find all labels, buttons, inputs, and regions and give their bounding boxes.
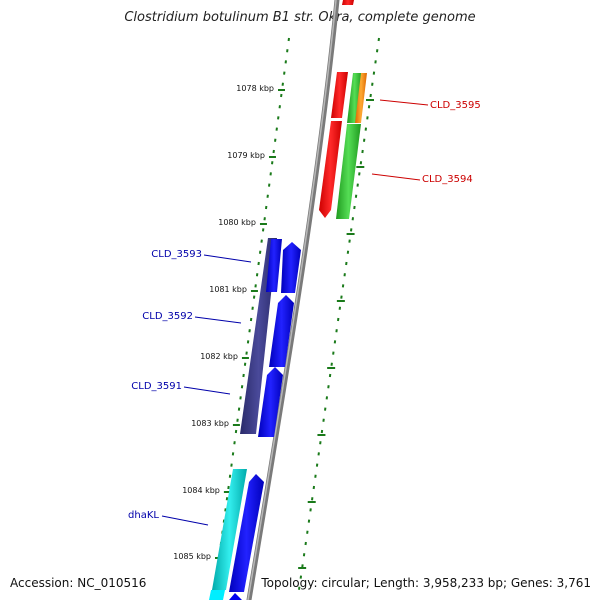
ruler-label: 1081 kbp [209, 285, 247, 294]
map-title: Clostridium botulinum B1 str. Okra, comp… [124, 10, 476, 25]
leader-cld3591 [183, 386, 231, 395]
ruler-label: 1078 kbp [236, 84, 274, 93]
gene-feature-dhakl-arrow[interactable] [229, 474, 264, 592]
gene-feature-cld3594-red[interactable] [319, 121, 342, 218]
leader-cld3592 [194, 316, 242, 324]
gene-feature-cld3593-blue[interactable] [266, 239, 282, 292]
ruler-label: 1085 kbp [173, 552, 211, 561]
ruler-ticks [213, 37, 380, 590]
gene-feature-cld3595-green[interactable] [347, 73, 362, 123]
genome-backbone [246, 0, 340, 600]
gene-feature-cld3595-red[interactable] [331, 72, 348, 118]
gene-label-cld3591[interactable]: CLD_3591 [131, 381, 182, 392]
gene-label-cld3594[interactable]: CLD_3594 [422, 174, 473, 185]
leader-cld3594 [371, 173, 421, 181]
gene-feature-cld3594-green[interactable] [336, 124, 361, 219]
gene-feature-bottom-cyan[interactable] [209, 590, 225, 600]
ruler-label: 1082 kbp [200, 352, 238, 361]
gene-feature-dhakl-cyan[interactable] [212, 469, 247, 590]
genome-backbone-highlight [247, 0, 337, 600]
ruler-label: 1084 kbp [182, 486, 220, 495]
ruler-label: 1083 kbp [191, 419, 229, 428]
gene-feature-cld3592-arrow[interactable] [269, 295, 294, 367]
gene-feature-top-red[interactable] [342, 0, 354, 5]
leader-cld3595 [379, 99, 429, 106]
ruler-label: 1080 kbp [218, 218, 256, 227]
ruler-label: 1079 kbp [227, 151, 265, 160]
gene-feature-cld3595-orange[interactable] [355, 73, 367, 123]
gene-feature-cld3591-arrow[interactable] [258, 367, 283, 437]
genome-summary: Topology: circular; Length: 3,958,233 bp… [261, 576, 591, 590]
leader-cld3593 [203, 254, 252, 263]
leader-dhakl [161, 515, 209, 526]
gene-feature-bottom-blue[interactable] [229, 593, 242, 600]
accession-label: Accession: NC_010516 [10, 576, 147, 590]
ruler-labels: 1078 kbp 1079 kbp 1080 kbp 1081 kbp 1082 kbp… [173, 84, 274, 561]
gene-label-cld3595[interactable]: CLD_3595 [430, 100, 481, 111]
gene-label-cld3593[interactable]: CLD_3593 [151, 249, 202, 260]
gene-label-dhakl[interactable]: dhaKL [128, 510, 159, 521]
gene-feature-cld3593-arrow[interactable] [281, 242, 301, 293]
gene-label-cld3592[interactable]: CLD_3592 [142, 311, 193, 322]
